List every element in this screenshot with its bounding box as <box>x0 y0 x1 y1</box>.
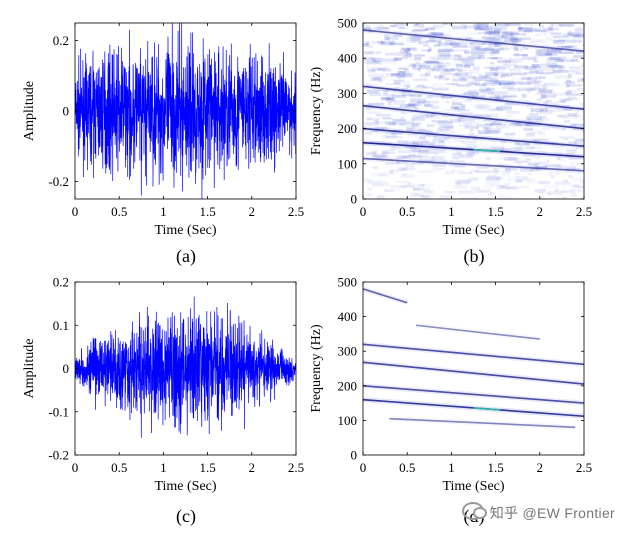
y-tick-label: 400 <box>338 309 358 324</box>
x-axis-label: Time (Sec) <box>442 223 504 238</box>
plot-area-d <box>363 286 584 430</box>
x-tick-label: 2.5 <box>288 204 304 219</box>
ridge-d-4 <box>363 385 584 404</box>
y-tick-label: -0.2 <box>48 174 69 189</box>
y-tick-label: 0.1 <box>53 318 69 333</box>
y-tick-label: 100 <box>338 156 358 171</box>
plot-area-b <box>363 23 584 199</box>
x-tick-label: 0 <box>360 460 367 475</box>
x-tick-label: 2.5 <box>576 204 592 219</box>
ridge-d-0 <box>363 288 408 304</box>
panel-caption: (a) <box>176 246 196 267</box>
y-tick-label: 0.2 <box>53 275 69 290</box>
y-axis-label: Amplitude <box>22 339 37 399</box>
panel-b: 0 0.5 1 1.5 2 2.5 0 100 200 300 400 500 Time (Sec) Fr… <box>309 16 592 268</box>
panel-caption: (b) <box>464 246 485 267</box>
y-tick-label: 0.2 <box>53 33 69 48</box>
x-axis-label: Time (Sec) <box>154 479 216 494</box>
x-tick-label: 0 <box>72 460 79 475</box>
x-tick-label: 2 <box>537 460 544 475</box>
x-tick-label: 1.5 <box>487 460 503 475</box>
ridge-d-3 <box>363 361 584 385</box>
x-tick-label: 1 <box>160 460 167 475</box>
ridge-b-2 <box>363 104 584 130</box>
ridge-d-6 <box>389 417 576 429</box>
ridge-b-3 <box>363 127 584 147</box>
y-tick-label: 500 <box>338 16 358 31</box>
x-tick-label: 1 <box>448 460 455 475</box>
y-tick-label: 0 <box>63 104 70 119</box>
y-axis-label: Frequency (Hz) <box>309 67 324 156</box>
ridge-b-1 <box>363 85 584 111</box>
signal-line-a <box>75 23 296 199</box>
ridge-b-5 <box>363 157 584 172</box>
x-tick-label: 0.5 <box>399 204 415 219</box>
ridge-b-0 <box>363 29 584 52</box>
y-tick-label: 400 <box>338 51 358 66</box>
ridge-d-1 <box>415 324 540 340</box>
y-tick-label: 0 <box>351 192 358 207</box>
x-tick-label: 2.5 <box>288 460 304 475</box>
x-tick-label: 0.5 <box>111 460 127 475</box>
x-tick-label: 0 <box>72 204 79 219</box>
panel-d: 0 0.5 1 1.5 2 2.5 0 100 200 300 400 500 Time (Sec) Fr… <box>309 275 592 528</box>
y-tick-label: 200 <box>338 378 358 393</box>
watermark-text: 知乎 @EW Frontier <box>489 505 615 521</box>
panel-caption: (c) <box>176 506 196 527</box>
x-tick-label: 1.5 <box>199 204 215 219</box>
x-tick-label: 1.5 <box>199 460 215 475</box>
plot-area-c <box>75 296 296 438</box>
wechat-icon <box>461 502 487 520</box>
x-tick-label: 2 <box>249 460 256 475</box>
x-tick-label: 2 <box>537 204 544 219</box>
plot-area-a <box>75 23 296 199</box>
x-axis-label: Time (Sec) <box>442 479 504 494</box>
ridge-d-2 <box>363 343 584 366</box>
y-tick-label: -0.1 <box>48 404 69 419</box>
y-tick-label: 300 <box>338 344 358 359</box>
y-tick-label: 300 <box>338 86 358 101</box>
signal-line-c <box>75 296 296 438</box>
y-tick-label: 100 <box>338 413 358 428</box>
x-tick-label: 0 <box>360 204 367 219</box>
axes-frame-b <box>362 22 585 200</box>
axes-frame-d <box>362 281 585 456</box>
ridge-peak-b <box>473 148 501 153</box>
y-tick-label: 500 <box>338 275 358 290</box>
y-tick-label: 0 <box>63 361 70 376</box>
x-tick-label: 2 <box>249 204 256 219</box>
watermark: 知乎 @EW Frontier <box>461 502 615 523</box>
y-axis-label: Frequency (Hz) <box>309 324 324 413</box>
x-tick-label: 0.5 <box>399 460 415 475</box>
y-axis-label: Amplitude <box>22 81 37 141</box>
x-axis-label: Time (Sec) <box>154 223 216 238</box>
ridge-peak-d <box>473 407 501 411</box>
x-tick-label: 0.5 <box>111 204 127 219</box>
panel-c: 0 0.5 1 1.5 2 2.5 -0.2 -0.1 0 0.1 0.2 Time (Sec) Amp… <box>22 275 304 528</box>
x-tick-label: 1 <box>448 204 455 219</box>
x-tick-label: 2.5 <box>576 460 592 475</box>
x-tick-label: 1.5 <box>487 204 503 219</box>
x-tick-label: 1 <box>160 204 167 219</box>
y-tick-label: -0.2 <box>48 448 69 463</box>
y-tick-label: 200 <box>338 121 358 136</box>
y-tick-label: 0 <box>351 448 358 463</box>
